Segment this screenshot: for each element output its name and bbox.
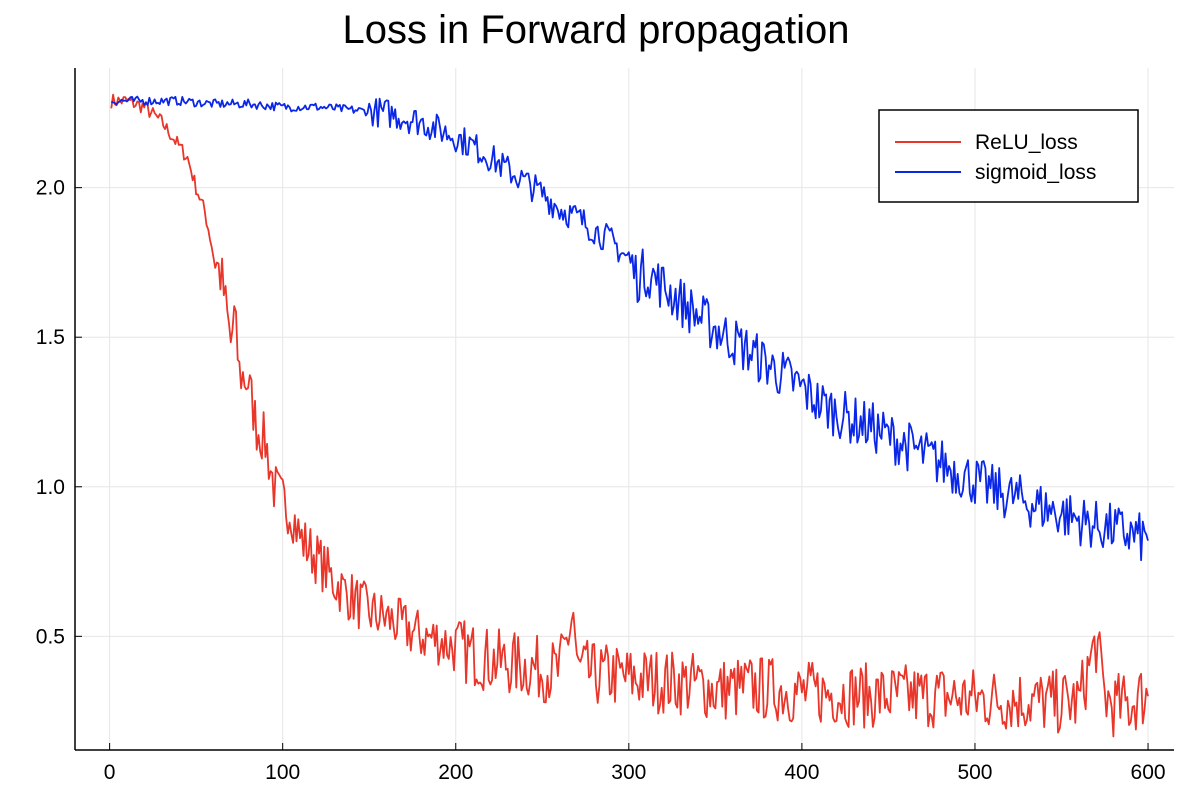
- y-tick-labels: 0.5 1.0 1.5 2.0: [36, 177, 65, 649]
- x-tick-label: 0: [104, 761, 116, 784]
- x-tick-label: 400: [784, 761, 819, 784]
- x-tick-label: 100: [265, 761, 300, 784]
- y-tick-label: 2.0: [36, 177, 65, 200]
- x-tick-label: 600: [1131, 761, 1166, 784]
- chart-title: Loss in Forward propagation: [342, 8, 850, 52]
- x-tick-labels: 0 100 200 300 400 500 600: [104, 761, 1166, 784]
- legend-box: [878, 109, 1139, 203]
- series-lines: [110, 93, 1149, 738]
- y-tick-label: 1.5: [36, 326, 65, 349]
- y-tick-label: 1.0: [36, 476, 65, 499]
- x-tick-label: 200: [438, 761, 473, 784]
- legend: ReLU_loss sigmoid_loss: [878, 109, 1139, 203]
- legend-label: ReLU_loss: [975, 131, 1078, 154]
- series-line-relu: [110, 93, 1149, 738]
- x-tick-label: 300: [611, 761, 646, 784]
- axes: [74, 68, 1174, 751]
- y-tick-label: 0.5: [36, 625, 65, 648]
- legend-label: sigmoid_loss: [975, 161, 1096, 184]
- series-line-sigmoid: [110, 95, 1149, 562]
- x-tick-label: 500: [957, 761, 992, 784]
